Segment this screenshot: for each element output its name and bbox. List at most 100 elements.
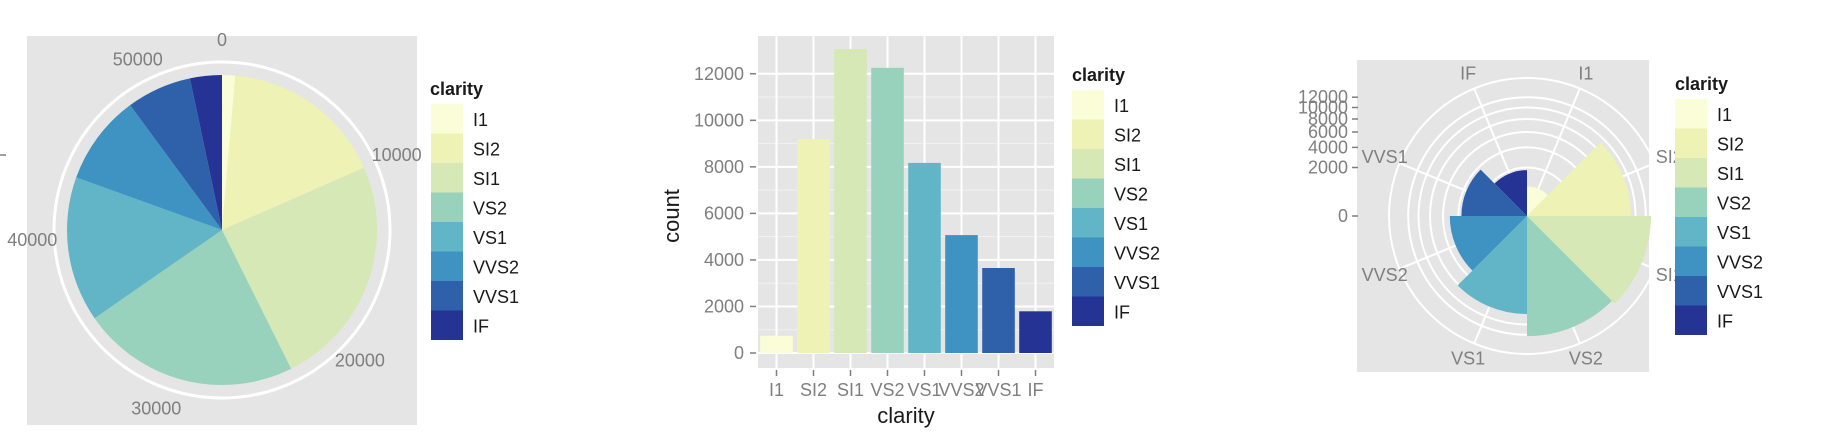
pie-slice-i1 (222, 75, 236, 230)
legend-label-si1: SI1 (1114, 155, 1141, 175)
bar-legend-title: clarity (1072, 65, 1125, 85)
legend-label-if: IF (473, 316, 489, 336)
legend-label-si1: SI1 (473, 169, 500, 189)
legend-key-vvs1 (431, 281, 463, 311)
legend-key-vs2 (1072, 178, 1104, 208)
legend-key-si2 (431, 133, 463, 163)
legend-label-si1: SI1 (1717, 164, 1744, 184)
polar-radial-tick-label: 10000 (1298, 98, 1348, 118)
bar-rects (760, 49, 1052, 354)
pie-slice-si1 (222, 167, 378, 369)
polar-category-label: VS2 (1569, 348, 1603, 368)
bar-y-tick-label: 12000 (694, 64, 744, 84)
polar-radial-tick-label: 2000 (1308, 158, 1348, 178)
bar-x-tick-label: VS2 (870, 380, 904, 400)
legend-label-si2: SI2 (1114, 125, 1141, 145)
legend-label-vs2: VS2 (473, 198, 507, 218)
pie-slice-vvs2 (76, 105, 223, 230)
bar-y-tick-label: 0 (734, 343, 744, 363)
polar-wedge-vvs2 (1449, 216, 1527, 271)
polar-legend-title: clarity (1675, 74, 1728, 94)
bar-legend: clarity I1 SI2 SI1 VS2 VS1 VVS2 VVS1 IF (1072, 65, 1160, 326)
legend-key-vvs1 (1675, 276, 1707, 306)
legend-key-vvs1 (1072, 267, 1104, 297)
pie-slices (66, 75, 378, 386)
legend-key-vvs2 (1675, 246, 1707, 276)
bar-x-tick-label: VVS1 (975, 380, 1021, 400)
polar-radial-tick-label: 0 (1338, 206, 1348, 226)
legend-key-i1 (431, 104, 463, 134)
polar-wedge-i1 (1527, 186, 1548, 216)
bar-x-tick-label: VS1 (907, 380, 941, 400)
legend-label-vs2: VS2 (1114, 184, 1148, 204)
legend-label-si2: SI2 (1717, 134, 1744, 154)
bar-y-tick-label: 6000 (704, 203, 744, 223)
pie-slice-if (189, 75, 222, 230)
pie-tick-label: 10000 (372, 145, 422, 165)
pie-slice-si2 (222, 75, 364, 230)
polar-wedges (1449, 142, 1651, 337)
bar-x-tick-label: SI1 (837, 380, 864, 400)
bar-si1 (834, 49, 867, 353)
polar-wedge-si2 (1527, 142, 1632, 216)
polar-wedge-if (1494, 170, 1527, 216)
bar-y-tick-label: 8000 (704, 157, 744, 177)
legend-key-if (431, 310, 463, 340)
polar-category-label: VVS2 (1362, 265, 1408, 285)
legend-key-vs1 (1072, 208, 1104, 238)
polar-wedge-vs2 (1527, 216, 1612, 337)
legend-label-vvs1: VVS1 (1717, 282, 1763, 302)
legend-key-vs1 (431, 222, 463, 252)
bar-si2 (797, 139, 830, 353)
polar-wedge-si1 (1527, 216, 1651, 304)
polar-category-label: IF (1460, 64, 1476, 84)
legend-key-vs2 (1675, 187, 1707, 217)
bar-y-tick-label: 10000 (694, 110, 744, 130)
pie-tick-label: 30000 (131, 398, 181, 418)
bar-vvs1 (982, 268, 1015, 353)
polar-category-label: VVS1 (1362, 147, 1408, 167)
legend-label-i1: I1 (1114, 96, 1129, 116)
bar-y-tick-label: 2000 (704, 296, 744, 316)
legend-label-if: IF (1717, 311, 1733, 331)
polar-radial-tick-label: 6000 (1308, 122, 1348, 142)
pie-tick-label: 50000 (113, 50, 163, 70)
polar-radial-tick-label: 4000 (1308, 137, 1348, 157)
legend-label-vvs2: VVS2 (1114, 243, 1160, 263)
bar-x-tick-label: I1 (769, 380, 784, 400)
pie-grid (52, 60, 392, 400)
legend-key-vvs2 (1072, 237, 1104, 267)
pie-chart: 0 10000 20000 30000 40000 50000 clarity I1 SI2… (0, 30, 519, 425)
legend-key-i1 (1072, 90, 1104, 120)
pie-legend-title: clarity (430, 79, 483, 99)
legend-key-vs1 (1675, 217, 1707, 247)
polar-legend: clarity I1 SI2 SI1 VS2 VS1 VVS2 VVS1 IF (1675, 74, 1763, 335)
legend-label-vvs1: VVS1 (473, 287, 519, 307)
polar-chart: I1 SI2 SI1 VS2 VS1 VVS2 VVS1 IF 0 20004000600080… (1298, 60, 1763, 372)
bar-x-axis-title: clarity (877, 403, 934, 428)
polar-wedge-vvs1 (1461, 169, 1527, 216)
legend-key-si1 (1675, 158, 1707, 188)
legend-label-if: IF (1114, 302, 1130, 322)
bar-vs2 (871, 67, 904, 354)
bar-if (1019, 311, 1052, 353)
pie-tick-label: 40000 (7, 230, 57, 250)
legend-key-vvs2 (431, 251, 463, 281)
polar-wedge-vs1 (1457, 216, 1527, 315)
legend-label-vs1: VS1 (1114, 214, 1148, 234)
bar-x-tick-label: VVS2 (938, 380, 984, 400)
legend-label-i1: I1 (473, 110, 488, 130)
polar-radial-tick-label: 12000 (1298, 87, 1348, 107)
legend-label-vvs1: VVS1 (1114, 273, 1160, 293)
pie-outer-grid-ring (52, 60, 392, 400)
legend-label-vs1: VS1 (473, 228, 507, 248)
pie-tick-label: 20000 (335, 351, 385, 371)
bar-vs1 (908, 162, 941, 353)
pie-tick-labels: 0 10000 20000 30000 40000 50000 (7, 30, 421, 418)
legend-label-vvs2: VVS2 (473, 257, 519, 277)
bar-y-tick-labels: 0 2000 4000 6000 8000 10000 12000 (694, 64, 756, 363)
